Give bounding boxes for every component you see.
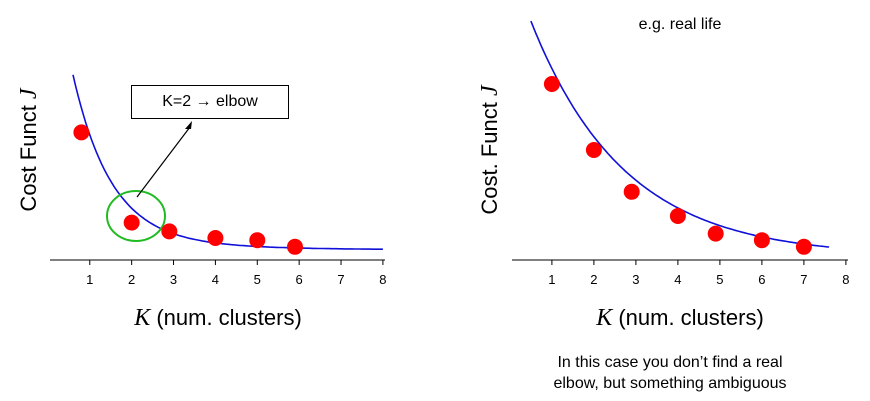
left-x-tick-label-4: 4 — [212, 272, 219, 287]
left-x-axis-label: K (num. clusters) — [133, 305, 302, 331]
caption-line-2: elbow, but something ambiguous — [553, 375, 787, 392]
right-data-point-6 — [753, 232, 770, 249]
left-data-point-4 — [207, 230, 224, 246]
left-x-tick-label-7: 7 — [337, 272, 344, 287]
left-data-point-1 — [73, 124, 90, 141]
right-data-point-2 — [585, 142, 602, 158]
left-x-tick-label-5: 5 — [254, 272, 261, 287]
left-data-point-6 — [286, 238, 303, 255]
right-data-point-7 — [795, 238, 812, 255]
left-data-point-2 — [123, 214, 140, 231]
right-x-tick-label-1: 1 — [548, 272, 555, 287]
right-data-point-4 — [669, 208, 686, 224]
right-data-point-3 — [623, 183, 640, 200]
right-x-tick-label-6: 6 — [758, 272, 765, 287]
left-y-axis-label: Cost Funct J — [16, 87, 42, 211]
left-data-point-3 — [161, 223, 178, 240]
left-x-tick-label-3: 3 — [170, 272, 177, 287]
right-y-axis-label: Cost. Funct J — [477, 84, 503, 215]
callout-arrow-head — [185, 121, 192, 129]
right-x-axis-label: K (num. clusters) — [595, 305, 764, 331]
right-x-tick-label-3: 3 — [632, 272, 639, 287]
right-x-tick-label-4: 4 — [674, 272, 681, 287]
left-x-tick-label-8: 8 — [379, 272, 386, 287]
caption-line-1: In this case you don’t find a real — [557, 354, 783, 371]
right-x-tick-label-5: 5 — [716, 272, 723, 287]
right-x-tick-label-7: 7 — [800, 272, 807, 287]
right-chart-title: e.g. real life — [638, 16, 722, 33]
left-chart: 1 2 3 4 5 6 7 8 Cost Funct J K (num. clusters) — [16, 74, 387, 331]
right-chart: 1 2 3 4 5 6 7 8 Cost. Funct J K (num. clusters) — [477, 20, 850, 331]
right-x-tick-label-8: 8 — [842, 272, 849, 287]
right-data-point-5 — [707, 225, 724, 242]
right-chart-caption: In this case you don’t find a real elbow… — [520, 352, 820, 394]
elbow-highlight-circle — [106, 190, 166, 242]
left-x-tick-label-6: 6 — [296, 272, 303, 287]
elbow-annotation-box: K=2 → elbow — [131, 85, 289, 119]
right-x-tick-label-2: 2 — [590, 272, 597, 287]
left-x-tick-label-2: 2 — [128, 272, 135, 287]
callout-arrow-line — [136, 126, 191, 198]
left-cost-curve — [72, 74, 383, 250]
left-data-point-5 — [249, 232, 266, 249]
right-data-point-1 — [543, 76, 560, 92]
left-x-tick-label-1: 1 — [86, 272, 93, 287]
